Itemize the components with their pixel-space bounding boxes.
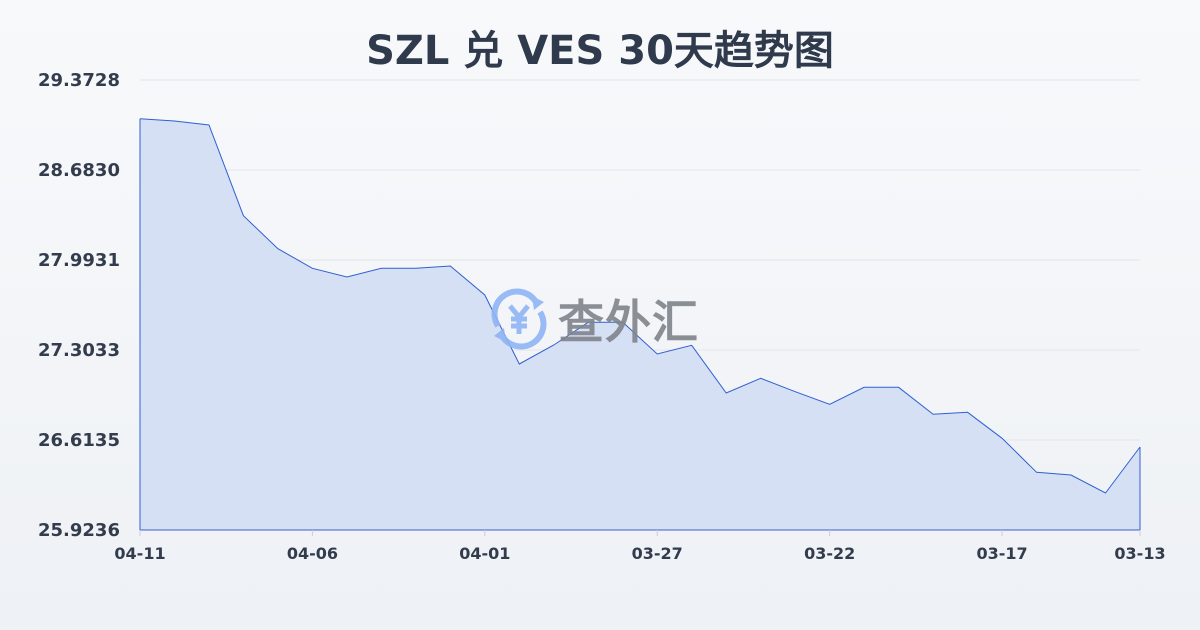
watermark: 查外汇 — [488, 286, 699, 352]
y-tick-label: 26.6135 — [38, 430, 120, 451]
yen-exchange-icon — [491, 288, 547, 350]
chart-title: SZL 兑 VES 30天趋势图 — [366, 28, 834, 74]
area-fill — [140, 118, 1140, 530]
y-tick-label: 28.6830 — [38, 160, 120, 181]
y-tick-label: 27.3033 — [38, 340, 120, 361]
x-tick-label: 03-13 — [1114, 544, 1165, 563]
y-tick-label: 27.9931 — [38, 250, 120, 271]
series-line — [139, 118, 1141, 494]
watermark-text: 查外汇 — [558, 295, 699, 349]
y-tick-label: 29.3728 — [38, 70, 120, 91]
x-tick-label: 04-01 — [459, 544, 510, 563]
x-tick-label: 03-27 — [632, 544, 683, 563]
x-tick-label: 04-11 — [114, 544, 165, 563]
x-tick-label: 03-22 — [804, 544, 855, 563]
x-tick-label: 03-17 — [976, 544, 1027, 563]
y-tick-label: 25.9236 — [38, 520, 120, 541]
x-tick-label: 04-06 — [287, 544, 338, 563]
